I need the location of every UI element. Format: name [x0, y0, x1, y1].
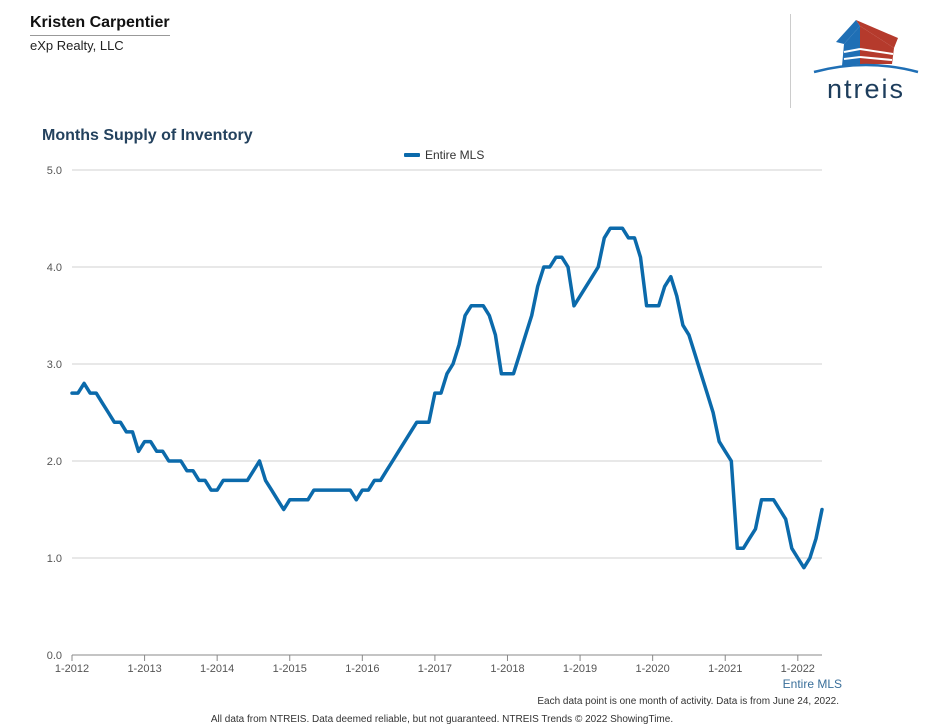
y-tick-label: 1.0	[47, 553, 62, 565]
footer-disclaimer: All data from NTREIS. Data deemed reliab…	[210, 714, 674, 725]
legend-label: Entire MLS	[425, 148, 485, 162]
logo-wall-red	[860, 26, 894, 64]
agent-underline	[30, 35, 170, 36]
x-tick-label: 1-2022	[781, 663, 815, 675]
line-chart: 0.0 1.0 2.0 3.0 4.0 5.0 1-2012 1-2013 1-2014 1-20…	[47, 165, 824, 675]
x-tick-label: 1-2016	[345, 663, 379, 675]
legend-swatch	[404, 153, 420, 157]
header-divider	[790, 14, 791, 108]
x-tick-label: 1-2019	[563, 663, 597, 675]
data-note: Each data point is one month of activity…	[537, 696, 839, 707]
logo-wall-blue	[842, 26, 860, 66]
chart-title: Months Supply of Inventory	[42, 127, 253, 144]
series-line-entire-mls	[70, 226, 824, 570]
ntreis-logo: ntreis	[813, 20, 919, 104]
series-label: Entire MLS	[782, 677, 842, 691]
x-tick-label: 1-2013	[127, 663, 161, 675]
logo-text: ntreis	[827, 74, 905, 104]
agent-name: Kristen Carpentier	[30, 14, 170, 31]
x-tick-label: 1-2017	[418, 663, 452, 675]
y-tick-label: 5.0	[47, 165, 62, 177]
logo-roof-blue	[836, 20, 860, 44]
logo-roof-red	[856, 20, 898, 48]
x-tick-label: 1-2020	[636, 663, 670, 675]
x-tick-label: 1-2015	[273, 663, 307, 675]
x-tick-label: 1-2018	[490, 663, 524, 675]
y-tick-label: 0.0	[47, 650, 62, 662]
chart-legend: Entire MLS	[404, 148, 484, 162]
agent-company: eXp Realty, LLC	[30, 38, 124, 53]
x-tick-label: 1-2021	[708, 663, 742, 675]
x-tick-label: 1-2014	[200, 663, 234, 675]
x-tick-label: 1-2012	[55, 663, 89, 675]
y-tick-label: 4.0	[47, 262, 62, 274]
y-tick-label: 2.0	[47, 456, 62, 468]
y-tick-label: 3.0	[47, 359, 62, 371]
